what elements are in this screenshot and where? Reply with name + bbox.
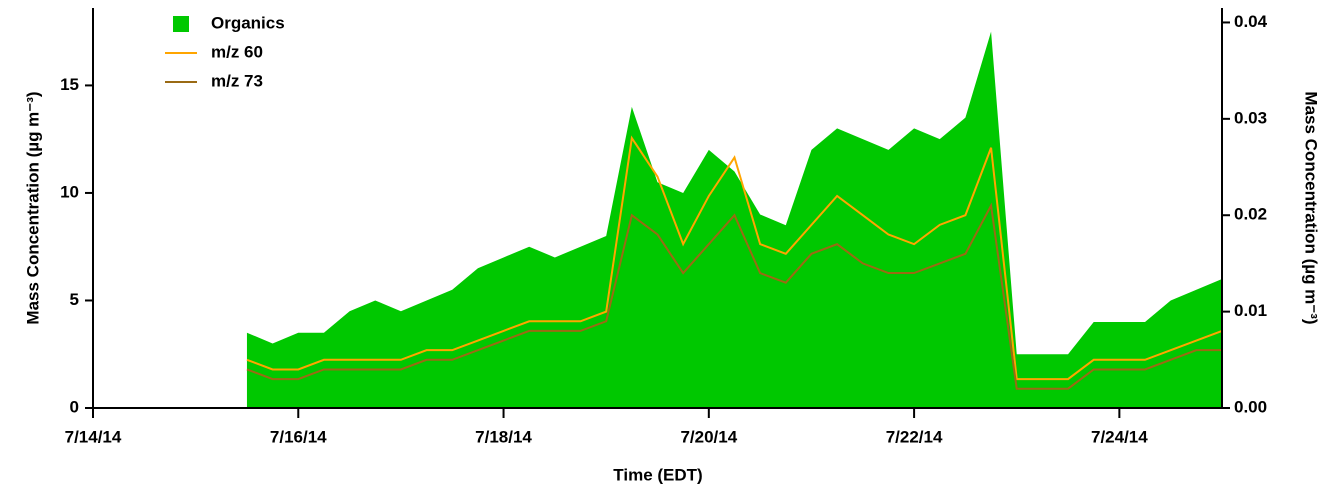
x-axis-title: Time (EDT): [613, 465, 702, 484]
x-tick-label: 7/24/14: [1091, 427, 1148, 446]
area: [246, 31, 1223, 408]
x-tick-label: 7/18/14: [475, 427, 532, 446]
y2-tick-label: 0.03: [1234, 108, 1267, 127]
x-tick-label: 7/22/14: [886, 427, 943, 446]
x-tick-label: 7/20/14: [680, 427, 737, 446]
x-tick-label: 7/14/14: [65, 427, 122, 446]
y-axis-title: Mass Concentration (µg m⁻³): [23, 91, 42, 324]
y-tick-label: 10: [60, 182, 79, 201]
y2-axis-title: Mass Concentration (µg m⁻³): [1302, 91, 1321, 324]
y-tick-label: 0: [70, 397, 79, 416]
x-tick-label: 7/16/14: [270, 427, 327, 446]
y2-tick-label: 0.04: [1234, 12, 1268, 31]
legend-label: Organics: [211, 13, 285, 32]
y-tick-label: 5: [70, 290, 79, 309]
line: [246, 135, 1223, 381]
y2-tick-label: 0.01: [1234, 301, 1267, 320]
legend-label: m/z 73: [211, 71, 263, 90]
legend-label: m/z 60: [211, 42, 263, 61]
legend-swatch: [173, 16, 189, 32]
y2-tick-label: 0.00: [1234, 397, 1267, 416]
y-tick-label: 15: [60, 75, 79, 94]
y2-tick-label: 0.02: [1234, 205, 1267, 224]
line: [246, 202, 1222, 390]
